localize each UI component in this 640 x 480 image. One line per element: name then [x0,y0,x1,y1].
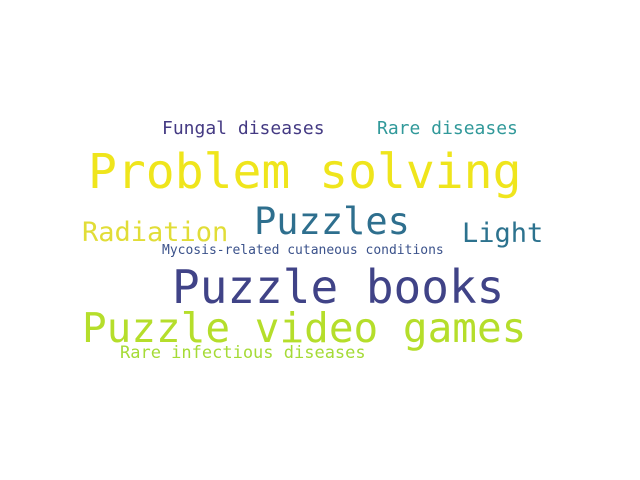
word-rare-infectious-diseases: Rare infectious diseases [120,343,366,363]
word-problem-solving: Problem solving [88,144,522,200]
word-fungal-diseases: Fungal diseases [162,118,325,139]
word-puzzles: Puzzles [254,200,410,243]
word-light: Light [462,218,544,249]
word-rare-diseases: Rare diseases [377,118,518,139]
word-puzzle-video-games: Puzzle video games [82,304,527,352]
word-puzzle-books: Puzzle books [172,260,505,314]
word-radiation: Radiation [82,217,229,248]
word-mycosis-related-cutaneous-conditions: Mycosis-related cutaneous conditions [162,243,444,258]
